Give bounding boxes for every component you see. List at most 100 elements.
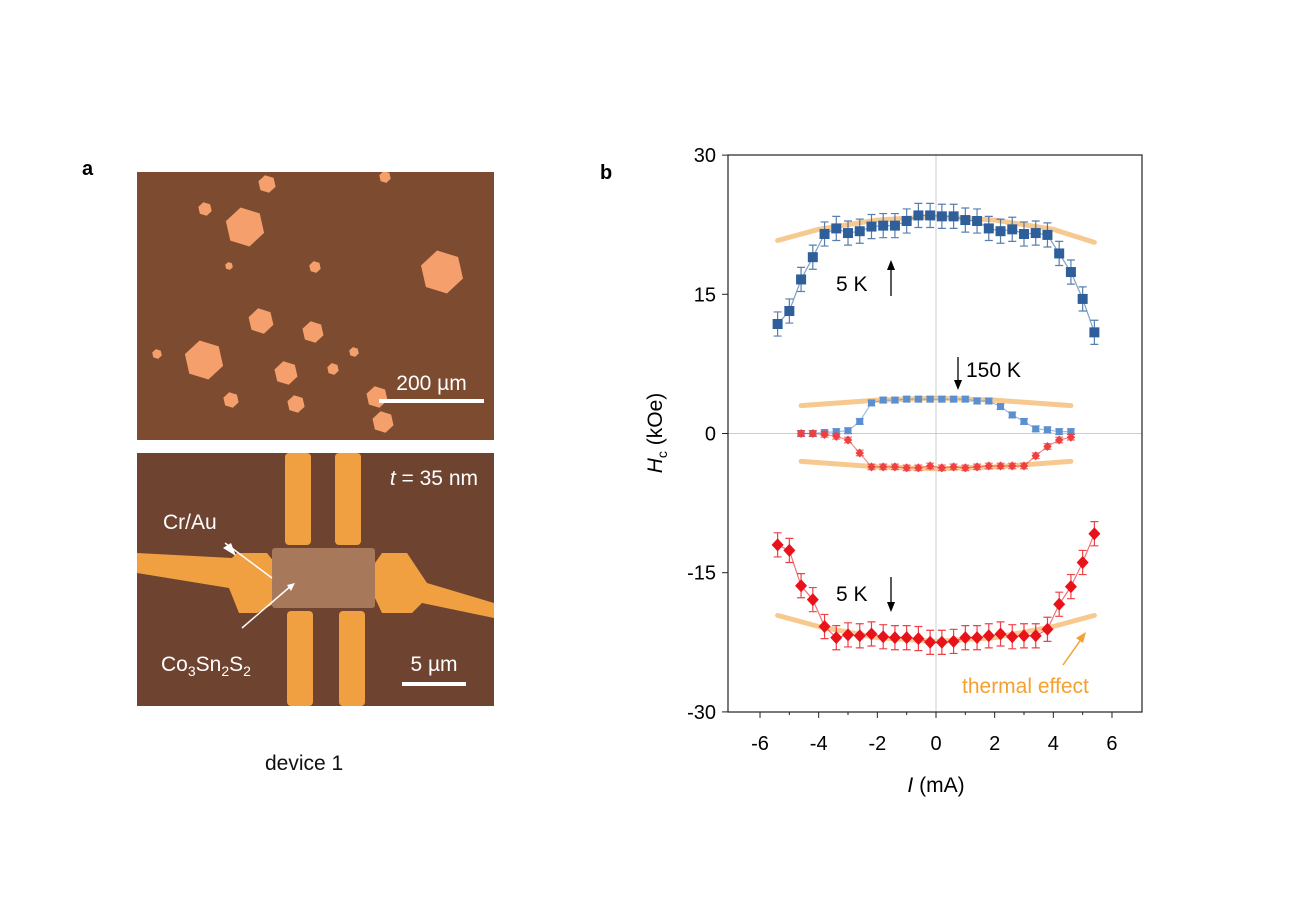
- data-point: [982, 629, 995, 643]
- data-point: [832, 431, 841, 441]
- x-tick-label: -4: [810, 733, 828, 755]
- data-point: [1089, 327, 1100, 338]
- data-point: [1065, 267, 1076, 278]
- data-point: [937, 463, 947, 473]
- data-point: [1067, 428, 1075, 436]
- data-point: [985, 397, 993, 405]
- data-point: [853, 629, 866, 643]
- scale-bar-label: 200 µm: [396, 372, 467, 395]
- data-point: [901, 215, 912, 226]
- data-point: [855, 448, 864, 458]
- data-point: [997, 403, 1005, 411]
- flake: [372, 411, 394, 433]
- y-tick-label: -15: [687, 563, 716, 585]
- data-point: [772, 318, 783, 329]
- data-point: [796, 428, 806, 439]
- data-point: [891, 396, 899, 404]
- thermal-arrow-icon: [1062, 637, 1083, 666]
- data-point: [877, 630, 890, 644]
- flakes-image: [152, 172, 463, 433]
- data-point: [972, 215, 983, 226]
- data-point: [818, 620, 831, 634]
- arrow-down-icon-head: [887, 602, 895, 612]
- flake-label-part: Co: [161, 653, 188, 676]
- flake: [225, 207, 265, 247]
- flake: [379, 172, 391, 183]
- flake: [248, 308, 274, 334]
- data-point: [1055, 428, 1063, 436]
- data-point: [808, 428, 818, 439]
- data-point: [900, 631, 913, 645]
- annotation-150k: 150 K: [966, 359, 1021, 382]
- series-line: [777, 214, 1095, 333]
- x-tick-label: 4: [1048, 733, 1059, 755]
- x-tick-label: -6: [751, 733, 769, 755]
- flake: [152, 349, 162, 359]
- data-point: [938, 395, 946, 403]
- data-point: [996, 461, 1005, 471]
- series-5-k-down: [771, 521, 1101, 655]
- y-axis-title: Hc (kOe): [644, 393, 670, 474]
- data-point: [867, 399, 875, 407]
- x-tick-label: 0: [930, 733, 941, 755]
- flake-label-sub: 2: [243, 663, 251, 680]
- data-point: [1088, 527, 1101, 541]
- data-point: [1019, 461, 1029, 471]
- thickness-var: t: [389, 467, 396, 490]
- thickness-value: = 35 nm: [395, 467, 478, 490]
- data-point: [1043, 441, 1052, 452]
- arrow-down-icon-head: [954, 380, 962, 390]
- data-point: [866, 221, 877, 232]
- data-point: [889, 220, 900, 231]
- panel-a-letter: a: [82, 158, 94, 180]
- data-point: [1054, 435, 1064, 445]
- data-point: [843, 435, 853, 445]
- data-point: [971, 631, 984, 645]
- data-point: [771, 538, 784, 552]
- flake: [327, 363, 339, 375]
- data-point: [1029, 629, 1042, 643]
- data-point: [856, 417, 864, 425]
- data-point: [994, 627, 1007, 641]
- data-point: [983, 223, 994, 234]
- data-point: [854, 226, 865, 237]
- flake: [258, 175, 276, 193]
- flake: [287, 395, 305, 413]
- annotation-5k-down: 5 K: [836, 583, 868, 606]
- data-point: [843, 228, 854, 239]
- x-tick-label: 6: [1106, 733, 1117, 755]
- data-point: [831, 223, 842, 234]
- annotation-5k-up: 5 K: [836, 273, 868, 296]
- data-point: [1066, 432, 1076, 442]
- series-150-k-down: [796, 428, 1076, 473]
- data-point: [925, 210, 936, 221]
- device-caption: device 1: [265, 752, 344, 775]
- data-point: [914, 395, 922, 403]
- data-point: [1008, 411, 1016, 419]
- data-point: [1006, 630, 1019, 644]
- data-point: [865, 627, 878, 641]
- flake: [198, 202, 212, 216]
- data-point: [973, 397, 981, 405]
- scale-bar-label: 5 µm: [410, 653, 458, 676]
- flake-label-sub: 3: [187, 663, 196, 680]
- data-point: [1064, 580, 1077, 594]
- data-point: [1020, 417, 1028, 425]
- data-point: [806, 593, 819, 607]
- data-point: [1054, 248, 1065, 259]
- data-point: [972, 462, 982, 472]
- scale-bar-line: [402, 682, 466, 686]
- data-point: [984, 461, 993, 471]
- annotation-thermal-effect: thermal effect: [962, 675, 1089, 698]
- data-point: [820, 429, 829, 439]
- flake-label-part: S: [229, 653, 244, 676]
- data-point: [867, 462, 876, 472]
- data-point: [1032, 425, 1040, 433]
- data-point: [913, 210, 924, 221]
- data-point: [914, 463, 923, 473]
- data-point: [1017, 629, 1030, 643]
- data-point: [1053, 597, 1066, 611]
- device-image: [137, 453, 494, 706]
- data-point: [1030, 228, 1041, 239]
